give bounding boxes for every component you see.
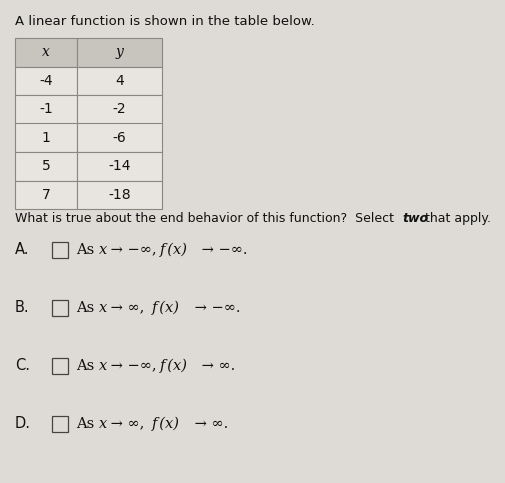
Text: C.: C. <box>15 358 30 373</box>
Text: As: As <box>76 359 98 373</box>
Text: → −∞.: → −∞. <box>197 243 247 257</box>
Text: f (x): f (x) <box>159 359 187 373</box>
Text: → −∞.: → −∞. <box>189 301 240 315</box>
Bar <box>15 67 77 95</box>
Text: 5: 5 <box>41 159 51 173</box>
Bar <box>77 95 162 124</box>
Text: 7: 7 <box>41 188 51 202</box>
Text: B.: B. <box>15 300 30 315</box>
Text: → ∞,: → ∞, <box>106 301 149 315</box>
Text: 4: 4 <box>115 74 124 88</box>
Text: x: x <box>98 243 107 257</box>
Text: x: x <box>98 359 107 373</box>
Text: As: As <box>76 301 98 315</box>
Text: As: As <box>76 243 98 257</box>
Bar <box>15 38 77 67</box>
Text: -2: -2 <box>113 102 126 116</box>
Text: → −∞,: → −∞, <box>106 359 161 373</box>
Bar <box>15 124 77 152</box>
Text: x: x <box>42 45 50 59</box>
Bar <box>52 358 68 374</box>
Bar <box>52 416 68 432</box>
Text: D.: D. <box>15 416 31 431</box>
Text: A.: A. <box>15 242 29 257</box>
Bar <box>77 152 162 181</box>
Text: two: two <box>401 212 428 225</box>
Text: -4: -4 <box>39 74 53 88</box>
Bar <box>15 152 77 181</box>
Bar <box>77 124 162 152</box>
Text: What is true about the end behavior of this function?  Select: What is true about the end behavior of t… <box>15 212 397 225</box>
Text: → ∞,: → ∞, <box>106 417 149 431</box>
Text: y: y <box>115 45 123 59</box>
Bar <box>77 38 162 67</box>
Bar <box>52 242 68 258</box>
Text: -18: -18 <box>108 188 131 202</box>
Text: 1: 1 <box>41 131 51 145</box>
Text: x: x <box>98 301 107 315</box>
Text: -6: -6 <box>113 131 126 145</box>
Text: As: As <box>76 417 98 431</box>
Text: -14: -14 <box>108 159 130 173</box>
Text: -1: -1 <box>39 102 53 116</box>
Text: x: x <box>98 417 107 431</box>
Text: → ∞.: → ∞. <box>197 359 235 373</box>
Text: that apply.: that apply. <box>421 212 490 225</box>
Text: f (x): f (x) <box>159 243 187 257</box>
Bar <box>77 181 162 209</box>
Bar <box>15 181 77 209</box>
Text: → ∞.: → ∞. <box>189 417 228 431</box>
Text: A linear function is shown in the table below.: A linear function is shown in the table … <box>15 15 314 28</box>
Bar <box>52 300 68 316</box>
Text: → −∞,: → −∞, <box>106 243 161 257</box>
Text: f (x): f (x) <box>152 417 179 431</box>
Bar <box>15 95 77 124</box>
Bar <box>77 67 162 95</box>
Text: f (x): f (x) <box>152 301 179 315</box>
